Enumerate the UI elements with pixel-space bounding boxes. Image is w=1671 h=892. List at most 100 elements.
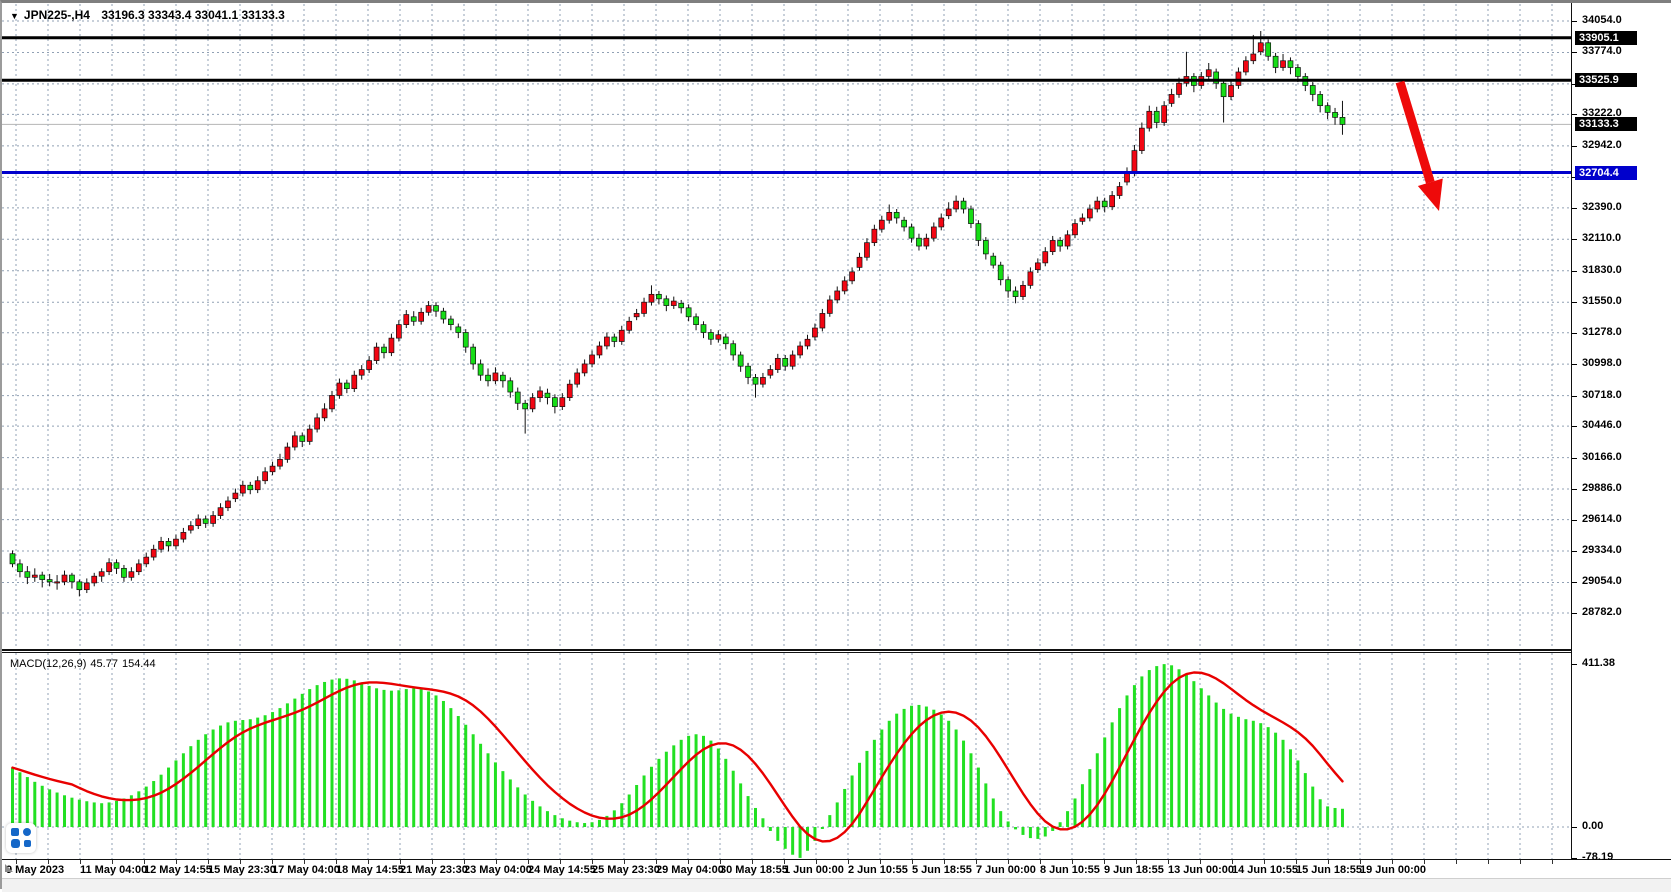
macd-histogram-bar <box>887 720 891 827</box>
macd-histogram-bar <box>590 822 594 827</box>
macd-histogram-bar <box>523 794 527 827</box>
candle-body <box>797 345 803 356</box>
time-axis-tick <box>272 860 273 864</box>
macd-histogram-bar <box>917 704 921 827</box>
candle-body <box>923 237 930 247</box>
candle-body <box>69 574 75 583</box>
macd-histogram-bar <box>635 784 639 827</box>
candle-body <box>373 346 380 361</box>
time-axis-label: 19 Jun 00:00 <box>1360 864 1427 876</box>
candle-body <box>54 581 60 584</box>
macd-histogram-bar <box>1036 827 1040 839</box>
macd-histogram-bar <box>969 753 973 827</box>
price-axis-label: 28782.0 <box>1582 606 1622 619</box>
macd-histogram-bar <box>1006 821 1010 827</box>
candlestick-chart[interactable] <box>2 4 1571 649</box>
price-axis-tick <box>1572 270 1577 272</box>
trend-arrow-shaft[interactable] <box>1395 80 1435 184</box>
candle-body <box>91 575 98 584</box>
time-axis-tick <box>752 860 753 864</box>
macd-histogram-bar <box>367 685 371 827</box>
price-badge: 33133.3 <box>1575 117 1637 132</box>
macd-histogram-bar <box>605 815 609 827</box>
macd-panel[interactable] <box>2 653 1571 859</box>
candle-body <box>589 354 595 365</box>
macd-signal-line <box>11 671 1344 843</box>
candle-body <box>514 391 521 404</box>
macd-histogram-bar <box>820 827 824 829</box>
macd-histogram-bar <box>701 735 705 827</box>
macd-histogram-bar <box>642 775 646 827</box>
candle-body <box>83 582 90 591</box>
candle-body <box>975 223 982 241</box>
candle-body <box>113 562 120 569</box>
candle-body <box>1324 105 1331 113</box>
symbol-dropdown-icon[interactable]: ▼ <box>10 11 19 21</box>
macd-histogram-bar <box>583 823 587 827</box>
macd-histogram-bar <box>263 715 267 827</box>
macd-histogram-bar <box>731 770 735 827</box>
time-axis-label: 5 Jun 18:55 <box>912 864 972 876</box>
macd-histogram-bar <box>1155 666 1159 827</box>
candle-body <box>1295 67 1301 77</box>
macd-histogram-bar <box>233 720 237 827</box>
macd-histogram-bar <box>115 800 119 827</box>
macd-histogram-bar <box>910 705 914 827</box>
candle-body <box>1228 85 1234 98</box>
price-axis-tick <box>1572 207 1577 209</box>
macd-axis-tick <box>1572 857 1577 859</box>
macd-histogram-bar <box>1199 688 1203 827</box>
macd-histogram-bar <box>241 719 245 827</box>
time-axis-label: 8 Jun 10:55 <box>1040 864 1100 876</box>
candle-body <box>46 579 53 583</box>
macd-histogram-bar <box>791 827 795 855</box>
macd-signal-value: 154.44 <box>121 658 156 670</box>
trend-arrow-head[interactable] <box>1417 178 1443 211</box>
macd-histogram-bar <box>924 706 928 827</box>
macd-histogram-bar <box>278 708 282 827</box>
candle-body <box>670 300 677 306</box>
time-axis-tick <box>784 860 785 864</box>
candle-body <box>210 515 216 524</box>
candle-body <box>232 492 239 500</box>
time-axis[interactable]: 9 May 2023 11 May 04:00 12 May 14:55 15 May… <box>2 859 1671 878</box>
panel-separator[interactable] <box>2 649 1671 653</box>
macd-histogram-bar <box>434 695 438 827</box>
macd-histogram-bar <box>1214 702 1218 827</box>
time-axis-label: 2 Jun 10:55 <box>848 864 908 876</box>
macd-histogram-bar <box>560 818 564 827</box>
candle-body <box>135 563 142 573</box>
candle-body <box>908 226 915 239</box>
macd-histogram-bar <box>828 815 832 827</box>
time-axis-label: 1 Jun 00:00 <box>784 864 844 876</box>
candle-body <box>321 408 328 419</box>
candle-body <box>1042 251 1049 264</box>
time-axis-label: 30 May 18:55 <box>720 864 788 876</box>
time-axis-tick <box>944 860 945 864</box>
main-chart-area[interactable] <box>2 4 1571 649</box>
macd-indicator-chart[interactable] <box>2 653 1571 859</box>
macd-histogram-bar <box>1103 737 1107 827</box>
macd-histogram-bar <box>256 717 260 827</box>
price-axis[interactable]: 34054.033774.033494.033222.032942.032662… <box>1571 3 1671 863</box>
candle-body <box>1057 240 1063 247</box>
time-axis-tick <box>1456 860 1457 864</box>
macd-histogram-bar <box>1266 727 1270 827</box>
price-axis-tick <box>1572 364 1577 366</box>
macd-axis-label: -78.19 <box>1582 850 1614 863</box>
chart-title: ▼ JPN225-,H4 33196.3 33343.4 33041.1 3313… <box>10 8 285 22</box>
macd-histogram-bar <box>679 739 683 827</box>
macd-histogram-bar <box>627 794 631 827</box>
macd-histogram-bar <box>389 690 393 827</box>
candle-body <box>39 574 46 580</box>
macd-histogram-bar <box>196 739 200 827</box>
candle-body <box>1161 105 1168 123</box>
time-axis-tick <box>496 860 497 864</box>
candle-body <box>299 435 306 442</box>
price-axis-label: 30166.0 <box>1582 450 1622 463</box>
macd-histogram-bar <box>40 785 44 827</box>
time-axis-tick <box>464 860 465 864</box>
price-axis-tick <box>1572 302 1577 304</box>
price-axis-label: 30998.0 <box>1582 357 1622 370</box>
